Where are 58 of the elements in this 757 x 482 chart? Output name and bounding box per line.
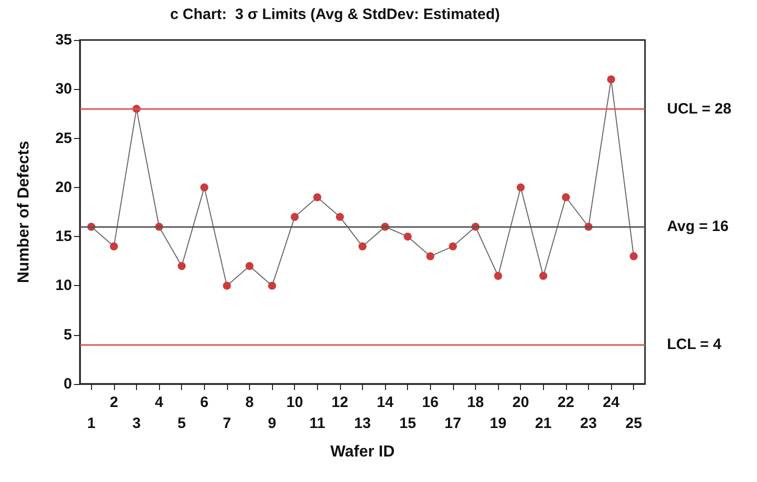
y-tick-label: 35 (55, 32, 72, 48)
x-tick-label: 13 (354, 415, 371, 432)
y-tick-label: 20 (55, 178, 72, 196)
x-tick-label: 14 (376, 394, 394, 411)
point (268, 282, 276, 290)
point (178, 262, 186, 270)
y-tick-label: 0 (64, 376, 72, 392)
point (246, 262, 254, 270)
point (539, 272, 548, 280)
x-axis-title: Wafer ID (330, 444, 395, 460)
x-tick-label: 5 (178, 415, 186, 432)
x-tick-label: 3 (132, 415, 141, 432)
point (404, 232, 412, 241)
point (110, 242, 118, 250)
x-tick-label: 7 (222, 415, 232, 432)
point (630, 252, 638, 260)
y-tick-label: 25 (55, 130, 72, 147)
x-tick-label: 12 (332, 394, 348, 411)
point (448, 242, 457, 250)
x-tick-label: 8 (245, 394, 254, 411)
chart-title: c Chart: 3 σ Limits (Avg & StdDev: Estimated) (170, 6, 500, 23)
x-tick-label: 2 (110, 394, 118, 411)
x-tick-label: 18 (467, 394, 484, 411)
x-tick-label: 19 (490, 415, 506, 432)
x-tick-label: 16 (422, 394, 439, 411)
point (313, 193, 322, 202)
point (607, 75, 616, 84)
x-tick-label: 9 (268, 415, 276, 432)
x-tick-label: 1 (87, 415, 96, 432)
x-tick-label: 25 (625, 415, 642, 432)
x-tick-label: 15 (399, 415, 416, 432)
ref-line-label: LCL = 4 (667, 336, 722, 354)
x-tick-label: 20 (512, 394, 530, 411)
x-tick-label: 10 (286, 394, 304, 411)
point (222, 282, 231, 290)
point (516, 183, 525, 192)
x-tick-label: 22 (558, 394, 574, 411)
point (426, 252, 434, 260)
ref-line-label: UCL = 28 (667, 100, 732, 118)
x-tick-label: 24 (602, 394, 620, 411)
y-tick-label: 5 (64, 326, 72, 344)
point (200, 183, 208, 192)
x-tick-label: 23 (580, 415, 597, 432)
ref-line-label: Avg = 16 (667, 218, 729, 236)
y-tick-label: 15 (55, 228, 72, 246)
y-tick-label: 10 (55, 277, 72, 294)
x-tick-label: 11 (309, 415, 326, 432)
y-axis-title: Number of Defects (16, 140, 32, 284)
point (494, 272, 502, 280)
x-tick-label: 4 (154, 394, 164, 411)
point (290, 212, 299, 221)
y-tick-label: 30 (55, 80, 72, 98)
point (358, 242, 366, 250)
x-tick-label: 17 (444, 415, 462, 432)
x-tick-label: 21 (534, 415, 552, 432)
point (562, 193, 570, 202)
point (336, 212, 344, 221)
x-tick-label: 6 (200, 394, 208, 411)
